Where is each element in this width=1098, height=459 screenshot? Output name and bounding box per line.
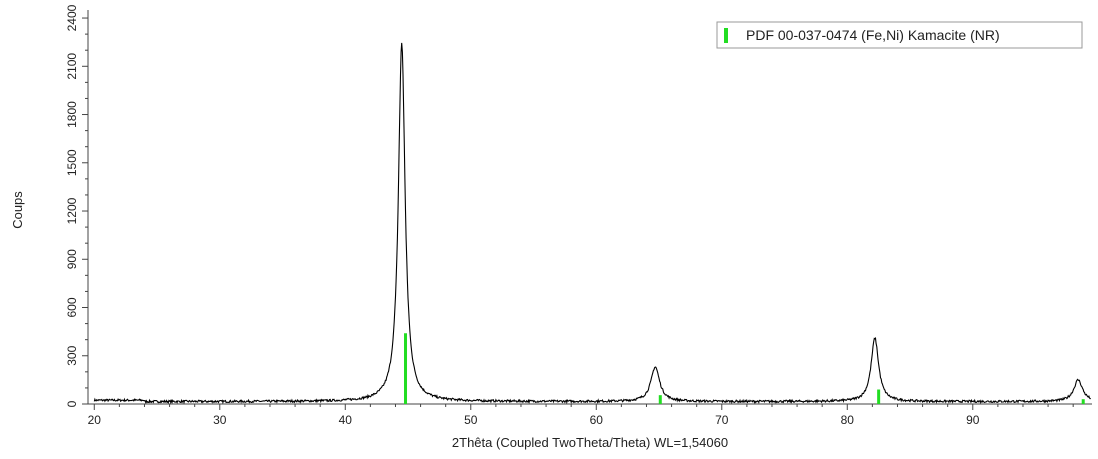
reference-sticks: [404, 333, 1085, 404]
legend-swatch: [724, 28, 728, 43]
legend-box: [716, 21, 1083, 49]
y-tick-label: 0: [65, 400, 79, 407]
y-tick-label: 1500: [65, 149, 79, 176]
x-tick-label: 40: [339, 413, 353, 427]
legend-entry-kamacite: PDF 00-037-0474 (Fe,Ni) Kamacite (NR): [746, 27, 1000, 43]
x-tick-label: 30: [213, 413, 227, 427]
x-tick-label: 80: [841, 413, 855, 427]
y-tick-label: 1800: [65, 101, 79, 128]
y-tick-label: 2400: [65, 4, 79, 31]
x-tick-label: 20: [88, 413, 102, 427]
x-tick-label: 60: [590, 413, 604, 427]
pattern-line: [93, 42, 1092, 405]
y-tick-label: 900: [65, 249, 79, 269]
x-tick-label: 70: [715, 413, 729, 427]
y-tick-label: 600: [65, 297, 79, 317]
x-tick-label: 50: [464, 413, 478, 427]
y-tick-label: 2100: [65, 53, 79, 80]
y-tick-label: 300: [65, 345, 79, 365]
y-axis-title: Coups: [10, 191, 25, 229]
x-tick-label: 90: [966, 413, 980, 427]
axes: [87, 10, 1092, 405]
y-tick-label: 1200: [65, 197, 79, 224]
legend: PDF 00-037-0474 (Fe,Ni) Kamacite (NR): [716, 21, 1083, 49]
x-ticks: 20 30 40 50 60 70 80 90: [88, 404, 1074, 427]
diffraction-pattern: [93, 42, 1092, 405]
y-ticks: 0 300 600 900 1200 1500 1800 2100 2400: [65, 4, 88, 407]
x-axis-title: 2Thêta (Coupled TwoTheta/Theta) WL=1,540…: [452, 435, 728, 450]
